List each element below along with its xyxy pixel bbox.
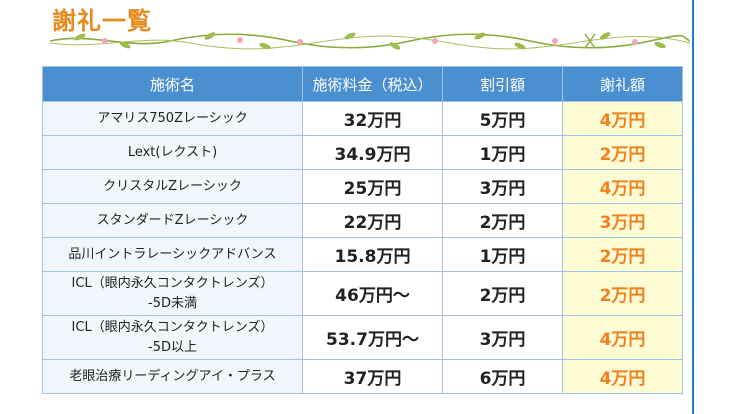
vine-divider [50, 32, 690, 50]
treatment-name-line: スタンダードZレーシック [96, 212, 249, 228]
header-price: 施術料金（税込） [302, 66, 443, 102]
treatment-name-line: クリスタルZレーシック [103, 178, 242, 194]
discount-cell: 2万円 [442, 271, 563, 316]
reward-cell: 3万円 [562, 203, 683, 238]
treatment-name: スタンダードZレーシック [42, 203, 303, 238]
right-frame-edge [692, 0, 694, 414]
discount-cell: 6万円 [442, 359, 563, 394]
treatment-name: ICL（眼内永久コンタクトレンズ） -5D以上 [42, 315, 303, 360]
price-cell: 53.7万円〜 [302, 315, 443, 360]
treatment-name: アマリス750Zレーシック [42, 101, 303, 136]
treatment-name: 老眼治療リーディングアイ・プラス [42, 359, 303, 394]
treatment-name-line: -5D以上 [148, 339, 197, 355]
table-row: ICL（眼内永久コンタクトレンズ） -5D未満 46万円〜 2万円 2万円 [42, 271, 683, 316]
header-reward: 謝礼額 [562, 66, 683, 102]
price-cell: 34.9万円 [302, 135, 443, 170]
table-row: 老眼治療リーディングアイ・プラス 37万円 6万円 4万円 [42, 359, 683, 394]
price-cell: 25万円 [302, 169, 443, 204]
treatment-name-line: 老眼治療リーディングアイ・プラス [69, 368, 276, 384]
reward-cell: 4万円 [562, 359, 683, 394]
table-row: スタンダードZレーシック 22万円 2万円 3万円 [42, 203, 683, 238]
table-row: 品川イントラレーシックアドバンス 15.8万円 1万円 2万円 [42, 237, 683, 272]
price-cell: 46万円〜 [302, 271, 443, 316]
table-row: Lext(レクスト) 34.9万円 1万円 2万円 [42, 135, 683, 170]
table-header-row: 施術名 施術料金（税込） 割引額 謝礼額 [42, 66, 683, 102]
treatment-name-line: -5D未満 [148, 295, 197, 311]
discount-cell: 3万円 [442, 169, 563, 204]
discount-cell: 5万円 [442, 101, 563, 136]
discount-cell: 1万円 [442, 135, 563, 170]
price-cell: 22万円 [302, 203, 443, 238]
treatment-name-line: アマリス750Zレーシック [97, 110, 248, 126]
treatment-name: ICL（眼内永久コンタクトレンズ） -5D未満 [42, 271, 303, 316]
page-title: 謝礼一覧 [52, 7, 152, 35]
treatment-name: Lext(レクスト) [42, 135, 303, 170]
header-treatment: 施術名 [42, 66, 303, 102]
price-cell: 15.8万円 [302, 237, 443, 272]
price-cell: 32万円 [302, 101, 443, 136]
discount-cell: 3万円 [442, 315, 563, 360]
reward-cell: 4万円 [562, 315, 683, 360]
table-row: アマリス750Zレーシック 32万円 5万円 4万円 [42, 101, 683, 136]
treatment-name: クリスタルZレーシック [42, 169, 303, 204]
treatment-name-line: Lext(レクスト) [127, 144, 218, 160]
reward-cell: 4万円 [562, 101, 683, 136]
treatment-name: 品川イントラレーシックアドバンス [42, 237, 303, 272]
table-row: ICL（眼内永久コンタクトレンズ） -5D以上 53.7万円〜 3万円 4万円 [42, 315, 683, 360]
reward-cell: 4万円 [562, 169, 683, 204]
header-discount: 割引額 [442, 66, 563, 102]
reward-cell: 2万円 [562, 135, 683, 170]
reward-table: 施術名 施術料金（税込） 割引額 謝礼額 アマリス750Zレーシック 32万円 … [42, 66, 683, 394]
treatment-name-line: ICL（眼内永久コンタクトレンズ） [71, 275, 274, 291]
reward-cell: 2万円 [562, 237, 683, 272]
discount-cell: 1万円 [442, 237, 563, 272]
treatment-name-line: 品川イントラレーシックアドバンス [68, 246, 277, 262]
treatment-name-line: ICL（眼内永久コンタクトレンズ） [71, 319, 274, 335]
table-row: クリスタルZレーシック 25万円 3万円 4万円 [42, 169, 683, 204]
reward-cell: 2万円 [562, 271, 683, 316]
discount-cell: 2万円 [442, 203, 563, 238]
price-cell: 37万円 [302, 359, 443, 394]
